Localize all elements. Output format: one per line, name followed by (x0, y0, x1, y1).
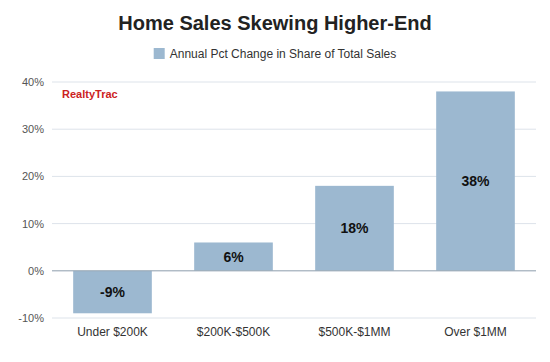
watermark: RealtyTrac (62, 88, 118, 100)
bar (315, 186, 394, 271)
bars (73, 91, 515, 313)
title: Home Sales Skewing Higher-End (118, 12, 431, 34)
y-tick-label: 0% (28, 265, 44, 277)
subtitle: Annual Pct Change in Share of Total Sale… (170, 47, 397, 61)
data-label: 38% (461, 173, 490, 189)
subtitle-legend: Annual Pct Change in Share of Total Sale… (154, 47, 397, 61)
data-label: -9% (100, 284, 125, 300)
bar (73, 271, 152, 313)
x-tick-label: Over $1MM (444, 325, 507, 339)
legend-swatch (154, 48, 165, 59)
grid (52, 82, 536, 318)
x-tick-label: $200K-$500K (197, 325, 270, 339)
y-tick-label: 30% (22, 123, 44, 135)
zero-line (52, 270, 536, 271)
y-tick-label: 40% (22, 76, 44, 88)
grid-line (52, 270, 536, 271)
x-tick-label: $500K-$1MM (318, 325, 390, 339)
bar (436, 91, 515, 270)
data-label: 18% (340, 220, 369, 236)
y-tick-label: 10% (22, 218, 44, 230)
y-tick-label: -10% (18, 312, 44, 324)
grid-line (52, 82, 536, 83)
bar (194, 242, 273, 270)
data-label: 6% (223, 249, 244, 265)
x-tick-label: Under $200K (77, 325, 148, 339)
y-tick-label: 20% (22, 170, 44, 182)
background (0, 0, 550, 362)
grid-line (52, 318, 536, 319)
